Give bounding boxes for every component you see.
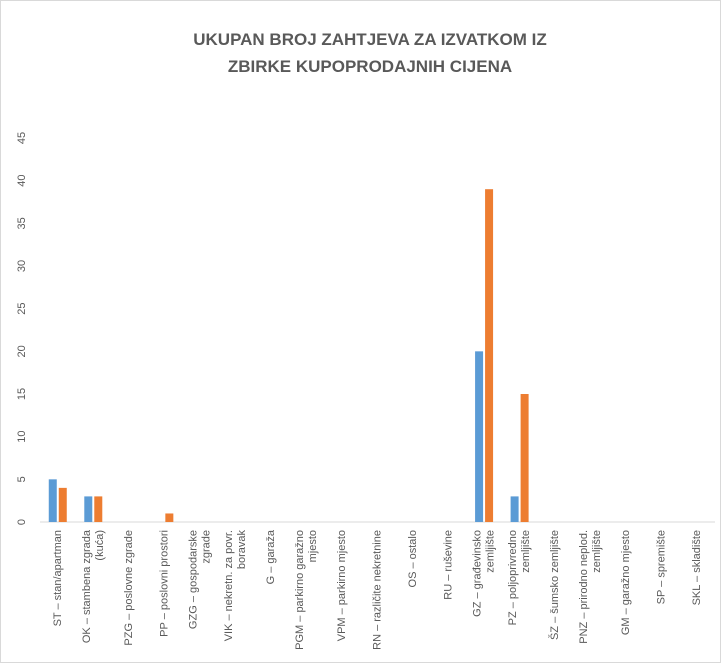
bar [84, 496, 93, 522]
x-tick-label: GZG – gospodarskezgrade [187, 530, 212, 629]
bar [165, 513, 174, 522]
x-tick-label: G – garaža [265, 529, 277, 584]
y-tick-label: 15 [16, 388, 28, 400]
y-tick-label: 25 [16, 303, 28, 315]
x-tick-label: PNZ – prirodno neplod.zemljište [578, 530, 603, 644]
bar [485, 189, 494, 522]
x-tick-label: PP – poslovni prostori [158, 530, 170, 637]
bar [520, 394, 529, 522]
y-tick-label: 10 [16, 431, 28, 443]
y-tick-label: 40 [16, 175, 28, 187]
x-tick-label: OS – ostalo [407, 530, 419, 587]
bar [510, 496, 519, 522]
bar [48, 479, 57, 522]
x-tick-label: GM – garažno mjesto [620, 530, 632, 635]
x-tick-label: OK – stambena zgrada(kuća) [81, 529, 106, 643]
y-tick-label: 5 [16, 476, 28, 482]
y-tick-label: 20 [16, 345, 28, 357]
x-tick-label: VPM – parkirno mjesto [336, 530, 348, 641]
bar [94, 496, 103, 522]
x-tick-label: PGM – parkirno garažnomjesto [294, 530, 319, 650]
chart-title: UKUPAN BROJ ZAHTJEVA ZA IZVATKOM IZ ZBIRK… [193, 30, 547, 76]
y-tick-label: 35 [16, 217, 28, 229]
y-tick-label: 0 [16, 519, 28, 525]
y-tick-label: 45 [16, 132, 28, 144]
x-tick-label: RU – ruševine [442, 530, 454, 600]
x-tick-label: PZG – poslovne zgrade [123, 530, 135, 646]
y-tick-label: 30 [16, 260, 28, 272]
bar [475, 351, 484, 522]
x-tick-label: SKL – skladište [691, 530, 703, 605]
x-tick-label: VIK – nekretn. za povr.boravak [223, 530, 248, 642]
x-tick-label: RN – različite nekretnine [371, 530, 383, 650]
x-tick-label: ST – stan/apartman [52, 530, 64, 626]
bar [58, 487, 67, 522]
x-tick-label: GZ – građevinskozemljište [471, 530, 496, 617]
x-tick-label: PZ – poljoprivrednozemljište [507, 530, 532, 625]
x-tick-label: ŠZ – šumsko zemljište [548, 530, 561, 640]
x-tick-label: SP – spremište [656, 530, 668, 604]
